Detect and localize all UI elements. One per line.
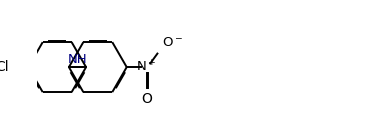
Text: Cl: Cl	[0, 60, 8, 74]
Text: NH: NH	[68, 53, 87, 66]
Text: O: O	[141, 92, 152, 106]
Text: O$^-$: O$^-$	[162, 36, 183, 49]
Text: N$^+$: N$^+$	[136, 59, 157, 75]
